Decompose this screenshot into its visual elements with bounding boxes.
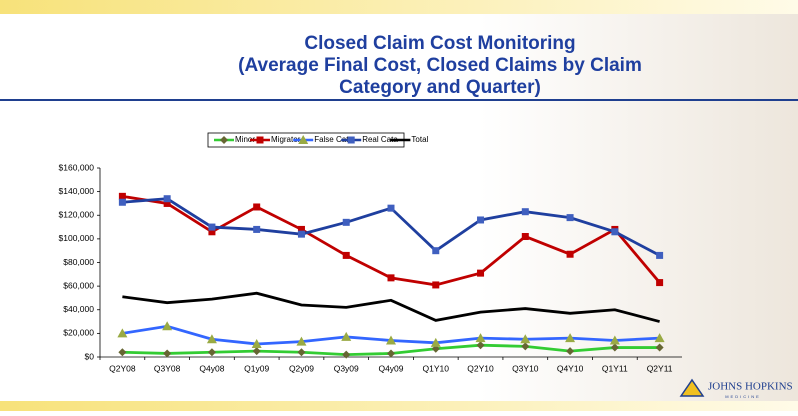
marker (522, 233, 529, 240)
marker (611, 228, 618, 235)
y-tick-label: $80,000 (63, 257, 94, 267)
y-tick-label: $40,000 (63, 304, 94, 314)
marker (477, 270, 484, 277)
slide: Closed Claim Cost Monitoring (Average Fi… (0, 0, 798, 411)
x-tick-label: Q4y08 (199, 363, 224, 373)
x-tick-label: Q1Y11 (602, 363, 628, 373)
marker (656, 252, 663, 259)
bottom-band (0, 401, 798, 411)
marker (567, 214, 574, 221)
y-tick-label: $0 (85, 351, 95, 361)
marker (432, 247, 439, 254)
marker (208, 224, 215, 231)
marker (343, 252, 350, 259)
marker (164, 195, 171, 202)
marker (656, 279, 663, 286)
y-tick-label: $100,000 (59, 233, 95, 243)
x-tick-label: Q1y09 (244, 363, 269, 373)
x-tick-label: Q3Y10 (512, 363, 539, 373)
marker (432, 281, 439, 288)
y-tick-label: $120,000 (59, 210, 95, 220)
legend-marker (257, 137, 264, 144)
marker (253, 226, 260, 233)
y-tick-label: $160,000 (59, 162, 95, 172)
marker (298, 231, 305, 238)
title-line: Category and Quarter) (339, 77, 541, 98)
legend-label: Total (411, 135, 428, 144)
y-tick-label: $20,000 (63, 328, 94, 338)
marker (119, 199, 126, 206)
x-tick-label: Q4y09 (378, 363, 403, 373)
x-tick-label: Q2y09 (289, 363, 314, 373)
x-tick-label: Q4Y10 (557, 363, 584, 373)
x-tick-label: Q2Y10 (467, 363, 494, 373)
x-tick-label: Q2Y11 (647, 363, 673, 373)
marker (567, 251, 574, 258)
marker (522, 208, 529, 215)
x-tick-label: Q3Y08 (154, 363, 181, 373)
x-tick-label: Q2Y08 (109, 363, 136, 373)
marker (343, 219, 350, 226)
top-band (0, 0, 798, 14)
x-tick-label: Q1Y10 (423, 363, 450, 373)
marker (388, 205, 395, 212)
y-tick-label: $60,000 (63, 280, 94, 290)
legend-marker (348, 137, 355, 144)
page: Closed Claim Cost Monitoring (Average Fi… (0, 0, 798, 416)
marker (477, 216, 484, 223)
y-tick-label: $140,000 (59, 186, 95, 196)
logo-text: JOHNS HOPKINS (708, 381, 793, 393)
title-line: Closed Claim Cost Monitoring (304, 33, 575, 54)
title-line: (Average Final Cost, Closed Claims by Cl… (238, 55, 642, 76)
marker (388, 274, 395, 281)
x-tick-label: Q3y09 (334, 363, 359, 373)
logo-sub: MEDICINE (725, 394, 761, 399)
marker (253, 203, 260, 210)
